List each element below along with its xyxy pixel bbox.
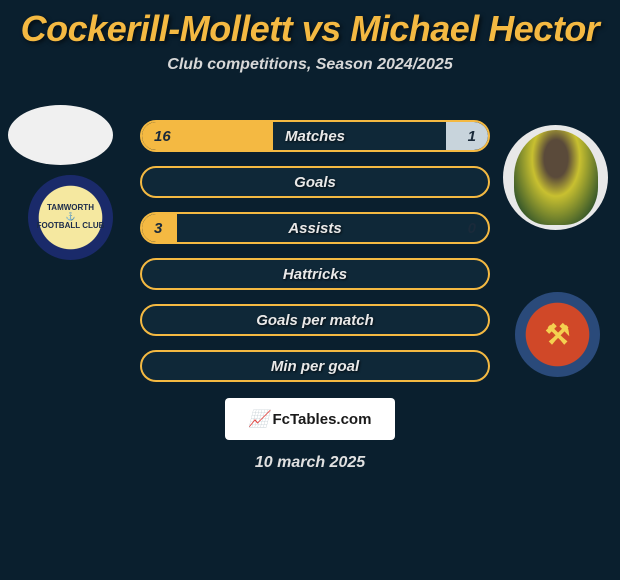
stat-row: Goals per match [140, 304, 490, 336]
hammers-icon: ⚒ [545, 318, 570, 351]
comparison-title: Cockerill-Mollett vs Michael Hector [0, 0, 620, 50]
chart-icon: 📈 [249, 409, 269, 429]
stat-value-left: 3 [154, 220, 162, 237]
stat-label: Min per goal [271, 358, 359, 375]
stat-label: Goals [294, 174, 336, 191]
source-label: FcTables.com [273, 411, 372, 428]
stat-label: Goals per match [256, 312, 374, 329]
date-label: 10 march 2025 [0, 454, 620, 472]
club-badge-left-label: TAMWORTH⚓FOOTBALL CLUB [37, 204, 105, 230]
source-badge: 📈 FcTables.com [225, 398, 395, 440]
stat-value-right: 1 [468, 128, 476, 145]
stat-row: 3 Assists 0 [140, 212, 490, 244]
player-silhouette-icon [514, 130, 598, 225]
stats-container: 16 Matches 1 Goals 3 Assists 0 Hattricks Goals p… [140, 120, 490, 396]
stat-value-left: 16 [154, 128, 171, 145]
club-badge-left: TAMWORTH⚓FOOTBALL CLUB [28, 175, 113, 260]
stat-row: 16 Matches 1 [140, 120, 490, 152]
stat-label: Assists [288, 220, 341, 237]
stat-row: Goals [140, 166, 490, 198]
stat-row: Hattricks [140, 258, 490, 290]
stat-value-right: 0 [468, 220, 476, 237]
stat-label: Matches [285, 128, 345, 145]
comparison-subtitle: Club competitions, Season 2024/2025 [0, 56, 620, 74]
player-avatar-left [8, 105, 113, 165]
stat-row: Min per goal [140, 350, 490, 382]
club-badge-right: ⚒ [515, 292, 600, 377]
player-avatar-right [503, 125, 608, 230]
stat-label: Hattricks [283, 266, 347, 283]
